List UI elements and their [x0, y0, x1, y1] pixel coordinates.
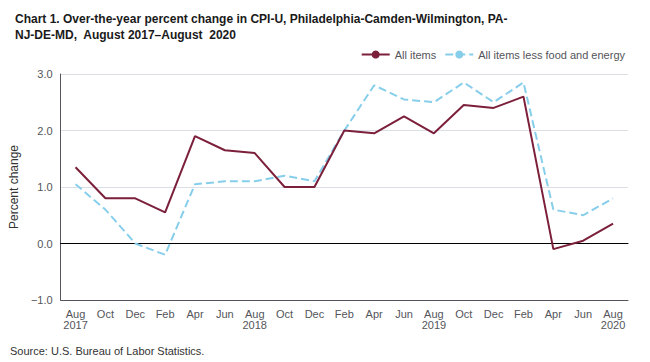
svg-text:Feb: Feb	[514, 308, 533, 320]
svg-text:Apr: Apr	[186, 308, 203, 320]
svg-text:All items less food and energy: All items less food and energy	[478, 49, 625, 61]
svg-text:Feb: Feb	[156, 308, 175, 320]
svg-text:0.0: 0.0	[37, 238, 52, 250]
svg-text:Aug: Aug	[603, 307, 623, 320]
svg-text:Dec: Dec	[125, 308, 145, 320]
svg-text:Jun: Jun	[574, 308, 592, 320]
svg-text:2018: 2018	[242, 319, 266, 331]
svg-text:2017: 2017	[63, 319, 87, 331]
svg-text:−1.0: −1.0	[31, 294, 53, 306]
svg-text:Oct: Oct	[97, 308, 114, 320]
svg-text:2019: 2019	[422, 319, 446, 331]
svg-text:3.0: 3.0	[37, 68, 52, 80]
svg-text:All items: All items	[395, 49, 437, 61]
svg-text:Jun: Jun	[395, 308, 413, 320]
svg-text:Apr: Apr	[366, 308, 383, 320]
svg-text:Aug: Aug	[424, 307, 444, 320]
svg-text:Aug: Aug	[244, 307, 265, 320]
svg-text:Chart 1. Over-the-year percent: Chart 1. Over-the-year percent change in…	[15, 12, 507, 26]
svg-text:Jun: Jun	[216, 308, 234, 320]
svg-text:1.0: 1.0	[37, 181, 52, 193]
svg-text:Apr: Apr	[545, 308, 562, 320]
svg-text:Percent change: Percent change	[7, 145, 21, 229]
svg-text:Source: U.S. Bureau of Labor S: Source: U.S. Bureau of Labor Statistics.	[10, 345, 204, 357]
svg-text:Oct: Oct	[455, 308, 472, 320]
svg-text:2020: 2020	[601, 319, 625, 331]
svg-text:NJ-DE-MD, August 2017–August: NJ-DE-MD, August 2017–August 2020	[15, 28, 236, 42]
svg-text:Dec: Dec	[484, 308, 504, 320]
svg-text:Oct: Oct	[276, 308, 293, 320]
svg-text:Aug: Aug	[65, 307, 86, 320]
svg-text:2.0: 2.0	[37, 125, 52, 137]
svg-text:Feb: Feb	[335, 308, 354, 320]
svg-text:Dec: Dec	[305, 308, 325, 320]
